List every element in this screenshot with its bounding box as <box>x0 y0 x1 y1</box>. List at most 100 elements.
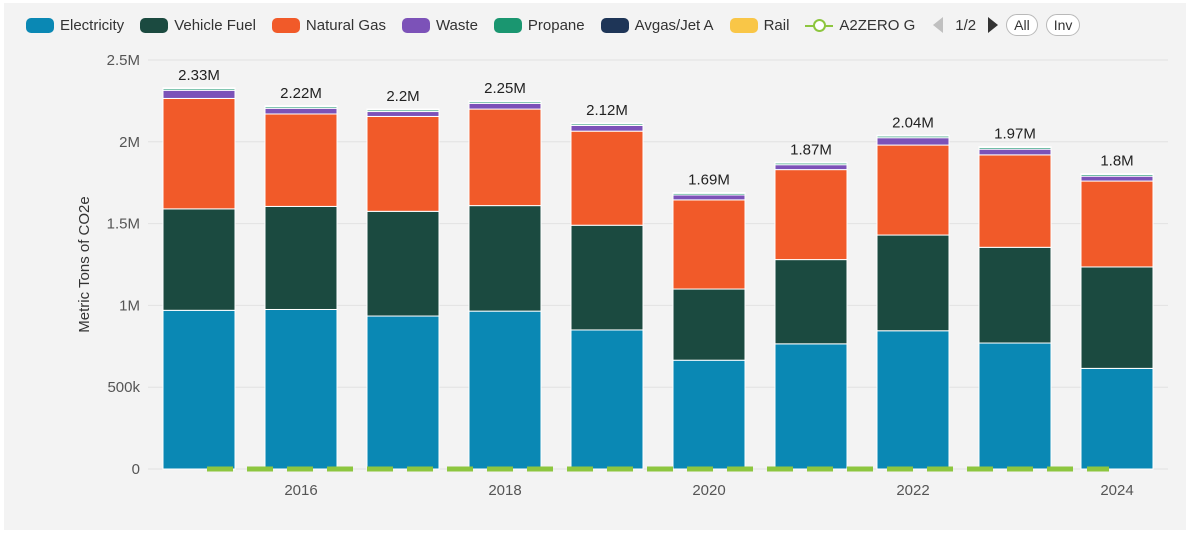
bar-segment <box>774 343 848 470</box>
legend-item-rail[interactable]: Rail <box>729 16 790 34</box>
legend-label: Propane <box>527 16 585 34</box>
bar-segment <box>468 205 542 312</box>
bar-segment <box>468 102 542 110</box>
bar-total-label: 2.04M <box>892 114 934 131</box>
chart-legend: Electricity Vehicle Fuel Natural Gas Waste P… <box>26 12 1081 38</box>
y-tick-label: 1.5M <box>107 216 140 233</box>
bar-total-label: 1.97M <box>994 126 1036 143</box>
bar-segment <box>1080 175 1154 182</box>
legend-swatch <box>600 17 629 33</box>
bar-segment <box>570 124 644 132</box>
bar-total-label: 2.22M <box>280 85 322 102</box>
bar-segment <box>468 310 542 470</box>
legend-page-indicator: 1/2 <box>955 16 977 34</box>
legend-label: Rail <box>763 16 790 34</box>
bar-segment <box>978 342 1052 470</box>
x-tick-label: 2022 <box>896 482 929 499</box>
bar-segment <box>672 359 746 470</box>
bar-segment <box>162 309 236 470</box>
legend-swatch <box>271 17 300 33</box>
bar-total-label: 1.69M <box>688 172 730 189</box>
bar-segment <box>264 308 338 470</box>
bar-segment <box>162 208 236 311</box>
bar-total-label: 1.87M <box>790 141 832 158</box>
bar-segment <box>162 89 236 99</box>
inv-button[interactable]: Inv <box>1045 14 1081 36</box>
y-tick-label: 2M <box>119 134 140 151</box>
legend-label: Waste <box>435 16 478 34</box>
bar-total-label: 2.25M <box>484 80 526 97</box>
bar-segment <box>1080 173 1154 176</box>
line-marker-icon <box>805 18 834 33</box>
bar-segment <box>876 330 950 470</box>
legend-item-a2zero-goal[interactable]: A2ZERO G <box>805 17 915 34</box>
bar-segment <box>774 259 848 345</box>
bar-total-label: 2.33M <box>178 67 220 84</box>
x-tick-label: 2018 <box>488 482 521 499</box>
legend-label: Vehicle Fuel <box>174 16 256 34</box>
bar-segment <box>672 192 746 194</box>
bar-total-label: 2.12M <box>586 102 628 119</box>
bar-segment <box>162 97 236 210</box>
bar-segment <box>876 234 950 332</box>
bar-segment <box>264 205 338 310</box>
legend-label: Avgas/Jet A <box>634 16 714 34</box>
legend-label: Natural Gas <box>305 16 386 34</box>
bar-segment <box>366 108 440 111</box>
bar-total-label: 1.8M <box>1100 153 1133 170</box>
bar-segment <box>978 146 1052 149</box>
legend-item-waste[interactable]: Waste <box>401 16 478 34</box>
bar-segment <box>672 288 746 361</box>
legend-label: A2ZERO G <box>839 16 916 34</box>
bar-segment <box>774 161 848 164</box>
bar-segment <box>468 100 542 103</box>
legend-swatch <box>26 17 54 33</box>
legend-label: Electricity <box>60 16 125 34</box>
y-tick-label: 500k <box>107 379 140 396</box>
legend-item-avgas-jet-a[interactable]: Avgas/Jet A <box>600 16 714 34</box>
bar-total-label: 2.2M <box>386 88 419 105</box>
bar-segment <box>672 199 746 290</box>
legend-item-electricity[interactable]: Electricity <box>26 17 124 34</box>
next-page-icon[interactable] <box>988 17 999 33</box>
bar-segment <box>366 115 440 212</box>
bar-segment <box>264 113 338 207</box>
legend-items: Electricity Vehicle Fuel Natural Gas Waste P… <box>26 17 805 34</box>
bar-segment <box>570 224 644 331</box>
prev-page-icon[interactable] <box>933 17 944 33</box>
bar-segment <box>468 108 542 207</box>
x-tick-label: 2016 <box>284 482 317 499</box>
bar-segment <box>1080 367 1154 470</box>
legend-swatch <box>401 17 430 33</box>
y-tick-label: 0 <box>132 461 140 478</box>
bar-segment <box>978 154 1052 248</box>
legend-item-vehicle-fuel[interactable]: Vehicle Fuel <box>140 17 256 34</box>
bar-segment <box>978 148 1052 156</box>
bar-segment <box>162 87 236 90</box>
x-tick-label: 2020 <box>692 482 725 499</box>
bar-segment <box>876 134 950 137</box>
legend-swatch <box>493 17 522 33</box>
legend-swatch <box>140 17 169 33</box>
bar-segment <box>570 122 644 125</box>
bar-segment <box>876 144 950 236</box>
bar-segment <box>366 111 440 117</box>
bar-segment <box>366 210 440 317</box>
bar-segment <box>264 107 338 115</box>
y-tick-label: 1M <box>119 297 140 314</box>
legend-item-propane[interactable]: Propane <box>493 16 585 34</box>
y-axis-title: Metric Tons of CO2e <box>76 196 93 332</box>
y-tick-label: 2.5M <box>107 52 140 69</box>
all-button[interactable]: All <box>1006 14 1038 36</box>
bar-segment <box>774 164 848 171</box>
bar-segment <box>774 169 848 261</box>
legend-item-natural-gas[interactable]: Natural Gas <box>271 16 386 34</box>
bar-segment <box>876 137 950 146</box>
bar-segment <box>264 105 338 108</box>
bar-segment <box>1080 180 1154 268</box>
bar-segment <box>1080 266 1154 369</box>
legend-swatch <box>729 17 758 33</box>
legend-pager: 1/2 All Inv <box>933 14 1081 36</box>
bar-segment <box>570 329 644 470</box>
